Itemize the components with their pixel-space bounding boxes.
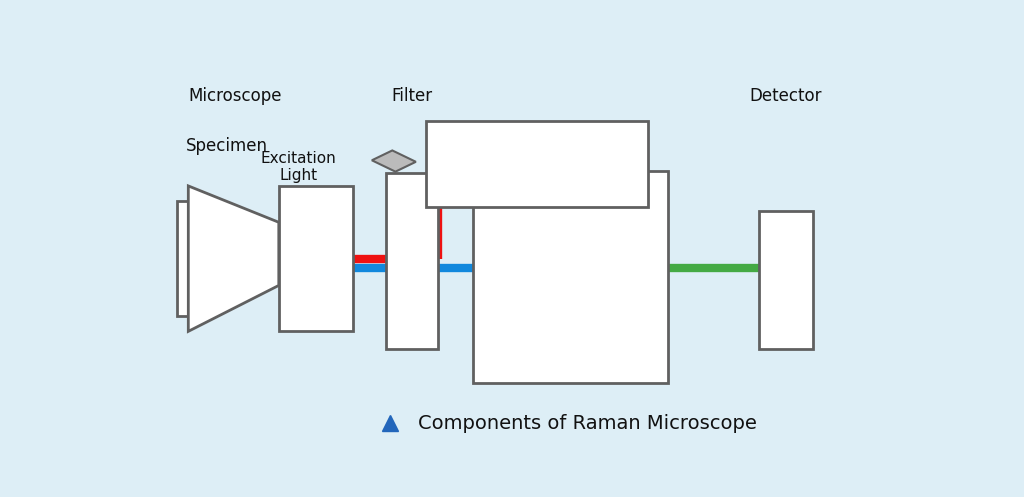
Bar — [177, 201, 188, 316]
Text: Laser: Laser — [514, 156, 559, 174]
Bar — [279, 186, 352, 331]
Bar — [426, 121, 648, 207]
Text: Filter: Filter — [391, 87, 433, 105]
Text: Spectroscope: Spectroscope — [515, 267, 627, 285]
Text: Excitation
Light: Excitation Light — [261, 151, 337, 183]
Text: Raman
Scattering Light: Raman Scattering Light — [473, 170, 595, 202]
Text: Microscope: Microscope — [188, 87, 282, 105]
Bar — [473, 170, 668, 383]
Text: Components of Raman Microscope: Components of Raman Microscope — [418, 414, 757, 433]
Bar — [386, 172, 437, 348]
Text: Specimen: Specimen — [186, 137, 268, 155]
Polygon shape — [188, 186, 279, 331]
Bar — [759, 211, 813, 348]
Polygon shape — [372, 151, 416, 171]
Text: Detector: Detector — [750, 87, 822, 105]
